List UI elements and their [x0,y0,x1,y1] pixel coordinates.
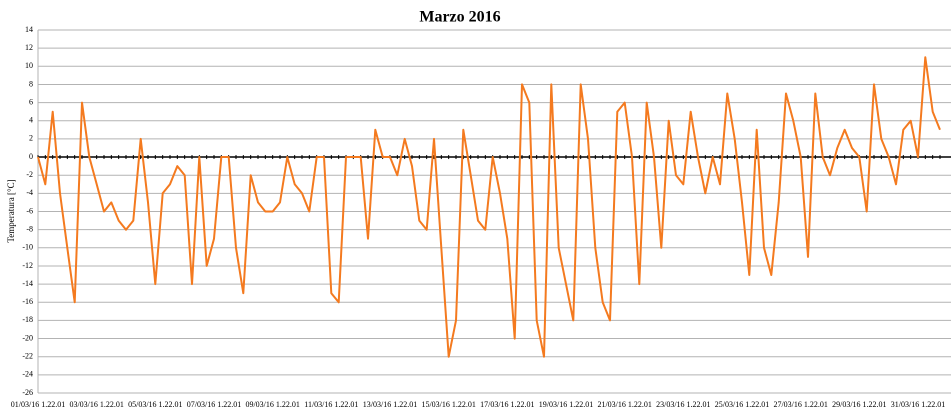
y-tick-label: 8 [29,79,33,88]
x-tick-label: 15/03/16 1.22.01 [421,400,475,409]
y-tick-label: 14 [25,25,33,34]
x-tick-label: 23/03/16 1.22.01 [656,400,710,409]
x-tick-label: 07/03/16 1.22.01 [187,400,241,409]
x-tick-label: 03/03/16 1.22.01 [69,400,123,409]
y-tick-label: -6 [26,206,33,215]
y-tick-label: -18 [22,315,33,324]
x-tick-label: 25/03/16 1.22.01 [715,400,769,409]
x-tick-label: 11/03/16 1.22.01 [304,400,358,409]
x-tick-label: 05/03/16 1.22.01 [128,400,182,409]
y-tick-label: -16 [22,297,33,306]
y-tick-label: -12 [22,261,33,270]
y-tick-label: -26 [22,388,33,397]
x-tick-label: 09/03/16 1.22.01 [245,400,299,409]
y-tick-label: -10 [22,243,33,252]
y-tick-label: 0 [29,152,33,161]
y-tick-label: -2 [26,170,33,179]
x-tick-label: 17/03/16 1.22.01 [480,400,534,409]
x-tick-label: 21/03/16 1.22.01 [597,400,651,409]
y-tick-label: -20 [22,333,33,342]
y-tick-label: 10 [25,61,33,70]
x-tick-label: 27/03/16 1.22.01 [773,400,827,409]
x-tick-label: 19/03/16 1.22.01 [539,400,593,409]
y-tick-label: 2 [29,134,33,143]
y-tick-label: -4 [26,188,33,197]
y-tick-label: -24 [22,370,33,379]
y-tick-label: -14 [22,279,33,288]
line-series [37,56,941,358]
x-tick-label: 13/03/16 1.22.01 [363,400,417,409]
y-tick-label: 6 [29,97,33,106]
y-tick-label: -8 [26,224,33,233]
y-tick-label: 12 [25,43,33,52]
x-tick-label: 29/03/16 1.22.01 [832,400,886,409]
y-tick-label: 4 [29,116,33,125]
y-axis-label: Temperatura [°C] [6,179,16,242]
x-tick-label: 31/03/16 1.22.01 [891,400,945,409]
y-tick-label: -22 [22,352,33,361]
x-tick-label: 01/03/16 1.22.01 [11,400,65,409]
chart-title: Marzo 2016 [419,9,500,26]
